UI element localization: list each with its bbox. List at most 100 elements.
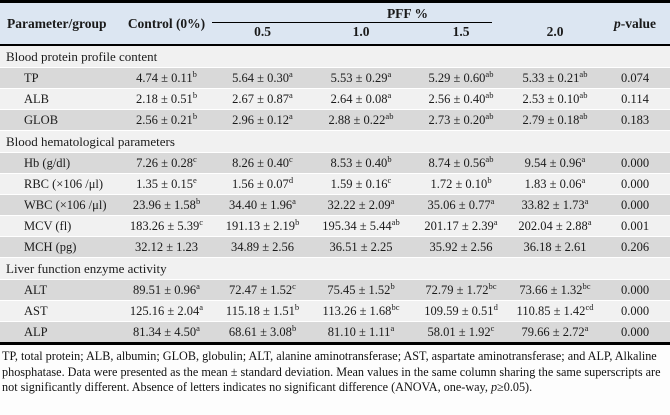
- table-row: RBC (×106 /μl) 1.35 ± 0.15e 1.56 ± 0.07d 1.…: [0, 173, 670, 195]
- significance-superscript: c: [387, 174, 392, 185]
- value-cell: 5.33 ± 0.21ab: [510, 67, 600, 89]
- significance-superscript: b: [294, 301, 300, 312]
- significance-superscript: a: [289, 89, 293, 100]
- significance-superscript: a: [387, 89, 392, 100]
- significance-superscript: ab: [391, 216, 400, 227]
- header-p-value: p-value: [600, 1, 670, 45]
- value-cell: 1.56 ± 0.07d: [215, 173, 310, 195]
- header-pff-group: PFF %: [215, 1, 600, 23]
- p-value-cell: 0.000: [600, 300, 670, 322]
- significance-superscript: c: [292, 280, 296, 291]
- param-cell: AST: [0, 300, 118, 322]
- value-cell: 68.61 ± 3.08b: [215, 321, 310, 344]
- param-cell: TP: [0, 67, 118, 89]
- significance-superscript: a: [581, 174, 586, 185]
- p-value-cell: 0.001: [600, 215, 670, 237]
- value-cell: 202.04 ± 2.88a: [510, 215, 600, 237]
- significance-superscript: a: [584, 195, 589, 206]
- significance-superscript: ab: [385, 110, 394, 121]
- value-cell: 183.26 ± 5.39c: [118, 215, 215, 237]
- footnote-italic-p: p: [490, 380, 498, 395]
- value-cell: 75.45 ± 1.52b: [310, 279, 412, 301]
- param-cell: MCV (fl): [0, 215, 118, 237]
- section-header-row: Liver function enzyme activity: [0, 257, 670, 280]
- value-cell: 5.64 ± 0.30a: [215, 67, 310, 89]
- value-cell: 195.34 ± 5.44ab: [310, 215, 412, 237]
- value-cell: 33.82 ± 1.73a: [510, 194, 600, 216]
- value-cell: 34.40 ± 1.96a: [215, 194, 310, 216]
- significance-superscript: c: [193, 153, 197, 164]
- p-value-rest: -value: [620, 15, 656, 31]
- significance-superscript: ab: [485, 110, 494, 121]
- significance-superscript: b: [291, 322, 297, 333]
- table-row: Hb (g/dl) 7.26 ± 0.28c 8.26 ± 0.40c 8.53 ± …: [0, 152, 670, 174]
- significance-superscript: b: [195, 195, 201, 206]
- value-cell: 23.96 ± 1.58b: [118, 194, 215, 216]
- table-row: ALT 89.51 ± 0.96a 72.47 ± 1.52c 75.45 ± 1.5…: [0, 279, 670, 301]
- significance-superscript: d: [493, 301, 498, 312]
- value-cell: 5.29 ± 0.60ab: [412, 67, 510, 89]
- table-row: ALB 2.18 ± 0.51b 2.67 ± 0.87a 2.64 ± 0.08a 2…: [0, 88, 670, 110]
- significance-superscript: ab: [485, 68, 494, 79]
- value-cell: 2.88 ± 0.22ab: [310, 109, 412, 131]
- value-cell: 2.64 ± 0.08a: [310, 88, 412, 110]
- p-value-cell: 0.000: [600, 152, 670, 174]
- value-cell: 5.53 ± 0.29a: [310, 67, 412, 89]
- significance-superscript: ab: [579, 68, 588, 79]
- value-cell: 73.66 ± 1.32bc: [510, 279, 600, 301]
- table-row: TP 4.74 ± 0.11b 5.64 ± 0.30a 5.53 ± 0.29a 5.…: [0, 67, 670, 89]
- significance-superscript: b: [487, 174, 492, 185]
- significance-superscript: a: [387, 68, 392, 79]
- significance-superscript: a: [196, 322, 200, 333]
- value-cell: 7.26 ± 0.28c: [118, 152, 215, 174]
- table-row: MCH (pg) 32.12 ± 1.23 34.89 ± 2.56 36.51 ± …: [0, 236, 670, 258]
- value-cell: 34.89 ± 2.56: [215, 236, 310, 258]
- footnote-text-2: ≥0.05).: [497, 380, 533, 395]
- significance-superscript: b: [192, 68, 197, 79]
- value-cell: 201.17 ± 2.39a: [412, 215, 510, 237]
- value-cell: 109.59 ± 0.51d: [412, 300, 510, 322]
- p-value-cell: 0.183: [600, 109, 670, 131]
- param-cell: GLOB: [0, 109, 118, 131]
- value-cell: 2.56 ± 0.21b: [118, 109, 215, 131]
- value-cell: 1.35 ± 0.15e: [118, 173, 215, 195]
- significance-superscript: ab: [485, 153, 494, 164]
- significance-superscript: c: [199, 216, 204, 227]
- significance-superscript: bc: [488, 280, 497, 291]
- value-cell: 72.79 ± 1.72bc: [412, 279, 510, 301]
- value-cell: 113.26 ± 1.68bc: [310, 300, 412, 322]
- value-cell: 32.22 ± 2.09a: [310, 194, 412, 216]
- value-cell: 35.92 ± 2.56: [412, 236, 510, 258]
- p-value-cell: 0.000: [600, 321, 670, 344]
- table-row: AST 125.16 ± 2.04a 115.18 ± 1.51b 113.26 ± …: [0, 300, 670, 322]
- value-cell: 36.18 ± 2.61: [510, 236, 600, 258]
- table-row: ALP 81.34 ± 4.50a 68.61 ± 3.08b 81.10 ± 1.1…: [0, 321, 670, 344]
- significance-superscript: a: [289, 68, 293, 79]
- significance-superscript: c: [289, 153, 293, 164]
- significance-superscript: a: [490, 195, 495, 206]
- significance-superscript: a: [199, 301, 204, 312]
- significance-superscript: a: [493, 216, 498, 227]
- paper-table-figure: Parameter/group Control (0%) PFF % p-val…: [0, 0, 670, 395]
- significance-superscript: b: [387, 153, 392, 164]
- table-row: MCV (fl) 183.26 ± 5.39c 191.13 ± 2.19b 195.…: [0, 215, 670, 237]
- value-cell: 2.96 ± 0.12a: [215, 109, 310, 131]
- value-cell: 32.12 ± 1.23: [118, 236, 215, 258]
- header-pff-level-1_0: 1.0: [310, 23, 412, 45]
- significance-superscript: d: [288, 174, 294, 185]
- value-cell: 81.10 ± 1.11a: [310, 321, 412, 344]
- p-value-cell: 0.000: [600, 279, 670, 301]
- param-cell: ALP: [0, 321, 118, 344]
- significance-superscript: bc: [582, 280, 591, 291]
- value-cell: 9.54 ± 0.96a: [510, 152, 600, 174]
- value-cell: 115.18 ± 1.51b: [215, 300, 310, 322]
- value-cell: 2.73 ± 0.20ab: [412, 109, 510, 131]
- section-header-label: Liver function enzyme activity: [0, 257, 670, 280]
- value-cell: 79.66 ± 2.72a: [510, 321, 600, 344]
- significance-superscript: b: [192, 89, 198, 100]
- p-value-cell: 0.074: [600, 67, 670, 89]
- significance-superscript: b: [295, 216, 300, 227]
- value-cell: 4.74 ± 0.11b: [118, 67, 215, 89]
- value-cell: 2.67 ± 0.87a: [215, 88, 310, 110]
- param-cell: ALB: [0, 88, 118, 110]
